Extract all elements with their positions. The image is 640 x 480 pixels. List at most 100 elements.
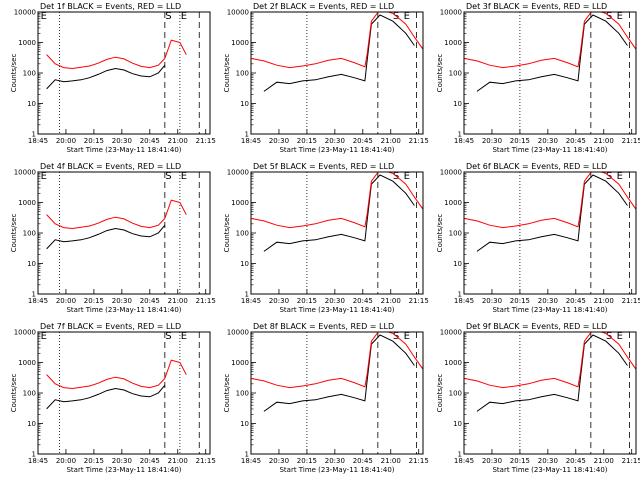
y-tick-label: 100	[23, 70, 36, 78]
x-tick-label: 18:45	[454, 137, 474, 145]
y-tick-label: 10000	[440, 9, 462, 17]
x-tick-label: 21:15	[409, 137, 429, 145]
event-marker-e: E	[181, 171, 187, 182]
x-tick-label: 21:15	[196, 297, 216, 305]
x-axis-label: Start Time (23-May-11 18:41:40)	[279, 306, 394, 314]
y-tick-label: 10000	[14, 169, 36, 177]
x-tick-label: 20:30	[112, 457, 132, 465]
x-tick-label: 20:30	[269, 297, 289, 305]
x-tick-label: 20:30	[325, 457, 345, 465]
y-tick-label: 10000	[227, 169, 249, 177]
event-marker-e: E	[404, 171, 410, 182]
panel-title: Det 5f BLACK = Events, RED = LLD	[253, 162, 394, 171]
x-tick-label: 18:45	[28, 137, 48, 145]
y-axis-label: Counts/sec	[436, 54, 444, 93]
lld-series-line	[46, 199, 187, 230]
event-marker-e: E	[617, 171, 623, 182]
x-tick-label: 18:45	[28, 457, 48, 465]
plot-frame	[37, 11, 211, 135]
y-tick-label: 1000	[444, 199, 462, 207]
x-tick-label: 20:30	[325, 137, 345, 145]
x-tick-label: 20:30	[269, 137, 289, 145]
panel-title: Det 2f BLACK = Events, RED = LLD	[253, 2, 394, 11]
events-series-line	[476, 14, 628, 92]
y-tick-label: 10000	[227, 329, 249, 337]
y-tick-label: 10	[453, 100, 462, 108]
y-axis-label: Counts/sec	[436, 374, 444, 413]
y-tick-label: 1	[245, 131, 249, 139]
y-tick-label: 10	[240, 260, 249, 268]
y-tick-label: 1000	[231, 199, 249, 207]
y-tick-label: 10000	[440, 329, 462, 337]
y-tick-label: 10	[27, 420, 36, 428]
x-tick-label: 18:45	[241, 137, 261, 145]
y-tick-label: 10000	[14, 9, 36, 17]
y-tick-label: 10000	[440, 169, 462, 177]
x-tick-label: 21:15	[622, 457, 640, 465]
x-tick-label: 21:00	[381, 137, 401, 145]
y-tick-label: 1000	[444, 359, 462, 367]
lld-series-line	[464, 12, 636, 69]
events-series-line	[263, 14, 415, 92]
y-tick-label: 100	[236, 390, 249, 398]
x-tick-label: 20:15	[84, 137, 104, 145]
x-tick-label: 20:45	[566, 457, 586, 465]
event-marker-s: S	[165, 11, 171, 22]
y-tick-label: 10	[453, 260, 462, 268]
x-axis-label: Start Time (23-May-11 18:41:40)	[66, 146, 181, 154]
panel-title: Det 4f BLACK = Events, RED = LLD	[40, 162, 181, 171]
x-tick-label: 18:45	[241, 297, 261, 305]
x-tick-label: 20:45	[353, 457, 373, 465]
x-tick-label: 20:15	[297, 137, 317, 145]
lld-series-line	[464, 332, 636, 389]
x-tick-label: 20:15	[84, 457, 104, 465]
x-tick-label: 18:45	[454, 457, 474, 465]
event-marker-e: E	[404, 331, 410, 342]
x-tick-label: 20:30	[538, 457, 558, 465]
panel-title: Det 8f BLACK = Events, RED = LLD	[253, 322, 394, 331]
y-tick-label: 10	[27, 100, 36, 108]
x-tick-label: 20:45	[566, 297, 586, 305]
x-tick-label: 20:30	[112, 297, 132, 305]
plot-frame	[250, 331, 424, 455]
x-axis-label: Start Time (23-May-11 18:41:40)	[492, 306, 607, 314]
y-tick-label: 10000	[227, 9, 249, 17]
x-tick-label: 20:15	[510, 297, 530, 305]
x-tick-label: 21:15	[622, 137, 640, 145]
events-series-line	[46, 224, 166, 250]
y-tick-label: 1	[245, 451, 249, 459]
plot-frame	[37, 331, 211, 455]
panel-title: Det 9f BLACK = Events, RED = LLD	[466, 322, 607, 331]
x-tick-label: 20:15	[297, 297, 317, 305]
y-axis-label: Counts/sec	[223, 374, 231, 413]
event-marker-e: E	[41, 171, 47, 182]
y-tick-label: 10	[240, 100, 249, 108]
events-series-line	[46, 384, 166, 410]
x-tick-label: 20:30	[482, 137, 502, 145]
lld-series-line	[251, 332, 423, 389]
y-tick-label: 100	[236, 230, 249, 238]
y-tick-label: 1	[32, 131, 36, 139]
y-tick-label: 100	[449, 70, 462, 78]
lld-series-line	[46, 39, 187, 70]
y-axis-label: Counts/sec	[10, 54, 18, 93]
x-axis-label: Start Time (23-May-11 18:41:40)	[492, 146, 607, 154]
panel-title: Det 6f BLACK = Events, RED = LLD	[466, 162, 607, 171]
y-tick-label: 1000	[18, 359, 36, 367]
event-marker-s: S	[165, 331, 171, 342]
y-tick-label: 10000	[14, 329, 36, 337]
plot-frame	[463, 11, 637, 135]
x-tick-label: 20:00	[56, 457, 76, 465]
y-tick-label: 10	[240, 420, 249, 428]
x-tick-label: 20:45	[140, 137, 160, 145]
x-tick-label: 18:45	[241, 457, 261, 465]
y-tick-label: 10	[27, 260, 36, 268]
x-tick-label: 18:45	[28, 297, 48, 305]
x-axis-label: Start Time (23-May-11 18:41:40)	[66, 466, 181, 474]
y-axis-label: Counts/sec	[223, 54, 231, 93]
panel-title: Det 3f BLACK = Events, RED = LLD	[466, 2, 607, 11]
x-tick-label: 20:15	[510, 137, 530, 145]
events-series-line	[476, 174, 628, 252]
plot-frame	[37, 171, 211, 295]
lld-series-line	[251, 12, 423, 69]
